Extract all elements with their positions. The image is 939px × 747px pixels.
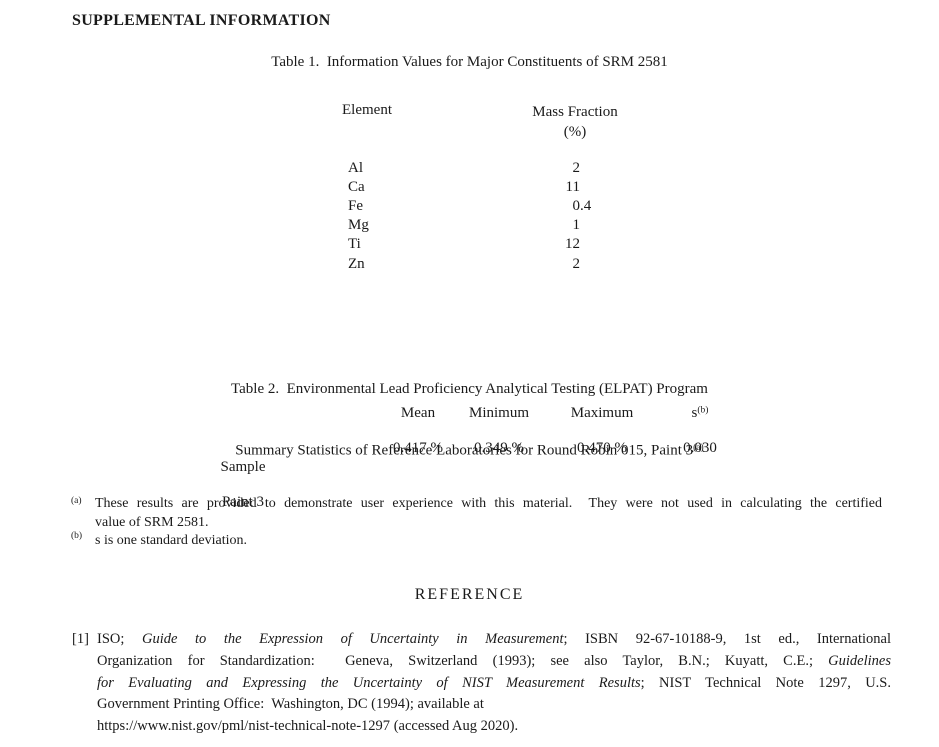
- table2-header-maximum: Maximum: [570, 405, 634, 421]
- table2-cell-s: 0.030: [683, 440, 717, 456]
- table1-header-element: Element: [342, 102, 392, 118]
- value-frac: .4: [580, 198, 592, 214]
- table2-header-sample: Sample: [220, 459, 266, 475]
- value-int: 2: [572, 160, 581, 176]
- reference-line-3: for Evaluating and Expressing the Uncert…: [97, 674, 891, 691]
- value-int: 1: [572, 217, 581, 233]
- reference-marker: [1]: [72, 631, 89, 647]
- footnote-b-ref: (b): [697, 405, 709, 416]
- table1-header-mass-fraction: Mass Fraction (%): [505, 102, 645, 142]
- table1-header-unit: (%): [563, 124, 587, 140]
- value-int: 0: [572, 198, 581, 214]
- element-cell: Ca: [348, 179, 365, 195]
- table2-cell-mean: 0.417 %: [393, 440, 443, 456]
- reference-heading: REFERENCE: [414, 586, 525, 603]
- footnote-b-marker: (b): [71, 531, 83, 541]
- doc-heading: SUPPLEMENTAL INFORMATION: [72, 12, 331, 29]
- table2-header-minimum: Minimum: [468, 405, 529, 421]
- reference-title-gum: Guide to the Expression of Uncertainty i…: [141, 631, 564, 647]
- reference-title-tn1297-start: Guidelines: [828, 652, 891, 669]
- table2-cell-sample: Paint 3: [221, 494, 265, 510]
- table2-caption-line1: Table 2. Environmental Lead Proficiency …: [231, 381, 708, 397]
- table2-caption-line2: Summary Statistics of Reference Laborato…: [235, 442, 704, 458]
- footnote-a-line1: These results are provided to demonstrat…: [95, 496, 882, 511]
- footnote-a-ref: (a): [693, 442, 704, 453]
- reference-line-5: https://www.nist.gov/pml/nist-technical-…: [97, 718, 519, 735]
- reference-line-2: Organization for Standardization: Geneva…: [97, 652, 891, 669]
- value-int: 2: [572, 256, 581, 272]
- element-cell: Al: [348, 160, 363, 176]
- footnote-a-line2: value of SRM 2581.: [95, 515, 209, 530]
- reference-title-tn1297-end: for Evaluating and Expressing the Uncert…: [97, 674, 641, 691]
- element-cell: Ti: [348, 236, 361, 252]
- reference-line-1: ISO; Guide to the Expression of Uncertai…: [97, 631, 891, 647]
- table2-cell-maximum: 0.470 %: [577, 440, 627, 456]
- table2-cell-minimum: 0.349 %: [474, 440, 524, 456]
- element-cell: Zn: [348, 256, 365, 272]
- table2-header-mean: Mean: [400, 405, 436, 421]
- footnote-a-marker: (a): [71, 496, 82, 506]
- element-cell: Fe: [348, 198, 363, 214]
- reference-line-4: Government Printing Office: Washington, …: [97, 696, 484, 713]
- value-int: 11: [565, 179, 580, 195]
- table2-header-s: s(b): [691, 405, 709, 421]
- table1-header-mass-fraction-label: Mass Fraction: [532, 104, 618, 120]
- value-int: 12: [565, 236, 580, 252]
- reference-url[interactable]: https://www.nist.gov/pml/nist-technical-…: [97, 718, 391, 735]
- table1-caption: Table 1. Information Values for Major Co…: [271, 54, 668, 70]
- element-cell: Mg: [348, 217, 369, 233]
- table2-caption: Table 2. Environmental Lead Proficiency …: [0, 341, 939, 500]
- footnote-b-text: s is one standard deviation.: [95, 533, 248, 548]
- reference-entry: ISO; Guide to the Expression of Uncertai…: [97, 629, 891, 738]
